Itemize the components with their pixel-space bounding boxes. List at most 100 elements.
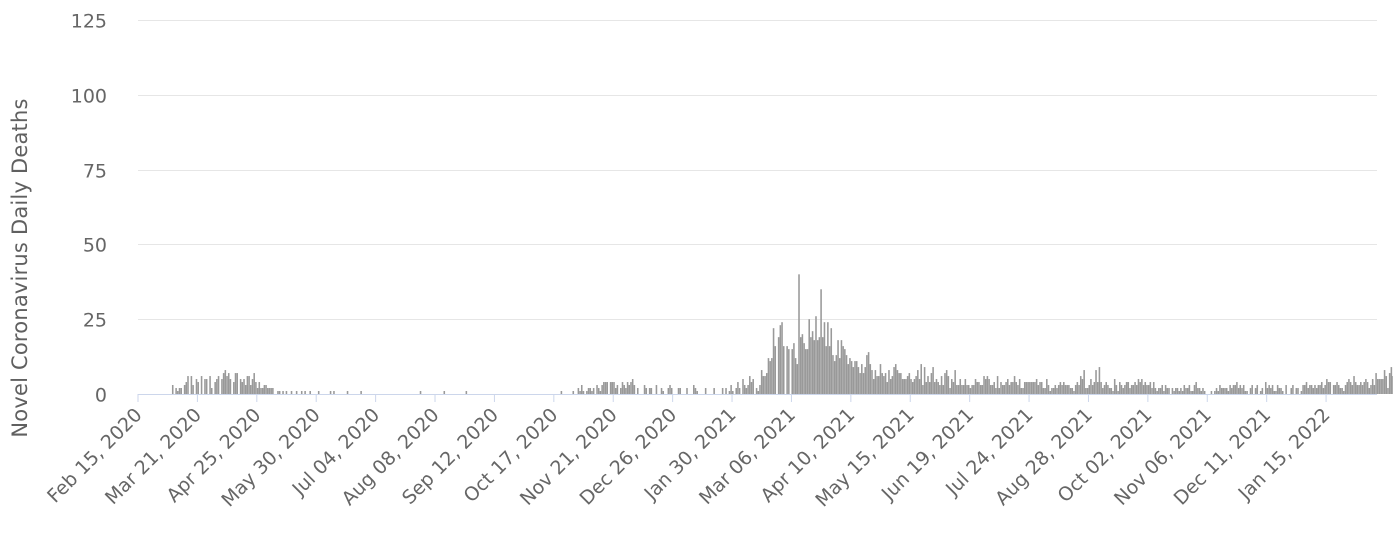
bar — [1344, 385, 1347, 394]
bar — [879, 364, 882, 394]
bar — [1181, 391, 1184, 394]
bar — [835, 355, 838, 394]
bar — [974, 379, 977, 394]
bar — [1142, 385, 1145, 394]
bar — [599, 391, 602, 394]
bar — [1354, 382, 1357, 394]
bar — [317, 391, 320, 394]
bar — [246, 376, 249, 394]
bar — [1361, 385, 1364, 394]
bar — [268, 388, 271, 394]
bar — [786, 346, 788, 394]
bar — [1327, 382, 1330, 394]
bar — [625, 388, 627, 394]
bar — [1385, 376, 1388, 394]
bar — [1130, 385, 1133, 394]
bar — [935, 379, 938, 394]
bar — [1015, 382, 1018, 394]
bar — [903, 379, 906, 394]
bar — [1322, 388, 1325, 394]
bar — [1200, 391, 1203, 394]
bar — [978, 382, 980, 394]
bar — [757, 391, 760, 394]
bar — [1178, 391, 1180, 394]
bar — [1056, 388, 1058, 394]
bar — [828, 346, 831, 394]
bar — [1069, 388, 1072, 394]
bar — [1390, 367, 1393, 394]
bar — [1373, 385, 1376, 394]
bar — [1332, 385, 1335, 394]
bar — [928, 382, 931, 394]
bar — [947, 376, 950, 394]
bar — [577, 388, 580, 394]
bar — [774, 346, 777, 394]
bar — [1349, 382, 1352, 394]
bar — [959, 379, 962, 394]
bar — [1032, 382, 1035, 394]
bar — [869, 364, 872, 394]
bar — [798, 274, 800, 394]
bar — [256, 388, 259, 394]
bar — [1188, 385, 1191, 394]
bar — [1365, 379, 1367, 394]
bar — [1348, 379, 1350, 394]
bar — [1017, 385, 1019, 394]
bar — [1047, 385, 1050, 394]
bar — [837, 340, 839, 394]
bar — [857, 367, 860, 394]
bar — [1292, 385, 1294, 394]
bar — [1085, 388, 1087, 394]
bar — [1034, 382, 1036, 394]
bar — [704, 388, 707, 394]
bar — [1271, 385, 1274, 394]
bar — [1068, 385, 1070, 394]
bar — [621, 382, 624, 394]
y-tick-label: 25 — [83, 310, 107, 332]
bar — [721, 388, 724, 394]
bar — [1259, 391, 1262, 394]
bar — [241, 382, 244, 394]
bar — [1304, 385, 1306, 394]
bar — [1383, 370, 1386, 394]
bar — [1071, 388, 1074, 394]
bar — [925, 382, 928, 394]
bar — [346, 391, 349, 394]
bar — [750, 382, 753, 394]
bar — [183, 385, 186, 394]
bar — [1035, 379, 1038, 394]
bar — [866, 355, 868, 394]
bar — [979, 385, 982, 394]
bar — [1190, 391, 1192, 394]
bar — [677, 388, 680, 394]
bar — [175, 388, 177, 394]
bar — [1115, 385, 1118, 394]
bar — [861, 364, 863, 394]
bar — [998, 388, 1001, 394]
bar — [214, 382, 216, 394]
bar — [1095, 370, 1097, 394]
bar — [1146, 385, 1148, 394]
bar — [927, 376, 929, 394]
bar — [825, 346, 827, 394]
bar — [1096, 382, 1099, 394]
bar — [1113, 379, 1116, 394]
bar — [905, 379, 907, 394]
bar — [616, 385, 619, 394]
bar — [771, 358, 773, 394]
y-tick-label: 0 — [95, 385, 107, 407]
bar — [1073, 391, 1075, 394]
bar — [995, 388, 997, 394]
bar — [1066, 385, 1068, 394]
bar — [808, 319, 810, 394]
bar — [1137, 379, 1140, 394]
bar — [1025, 382, 1028, 394]
bar — [1356, 385, 1359, 394]
bar — [1139, 382, 1141, 394]
bar — [1285, 385, 1287, 394]
bar — [1380, 379, 1382, 394]
bar — [806, 349, 809, 394]
bar — [1156, 391, 1158, 394]
